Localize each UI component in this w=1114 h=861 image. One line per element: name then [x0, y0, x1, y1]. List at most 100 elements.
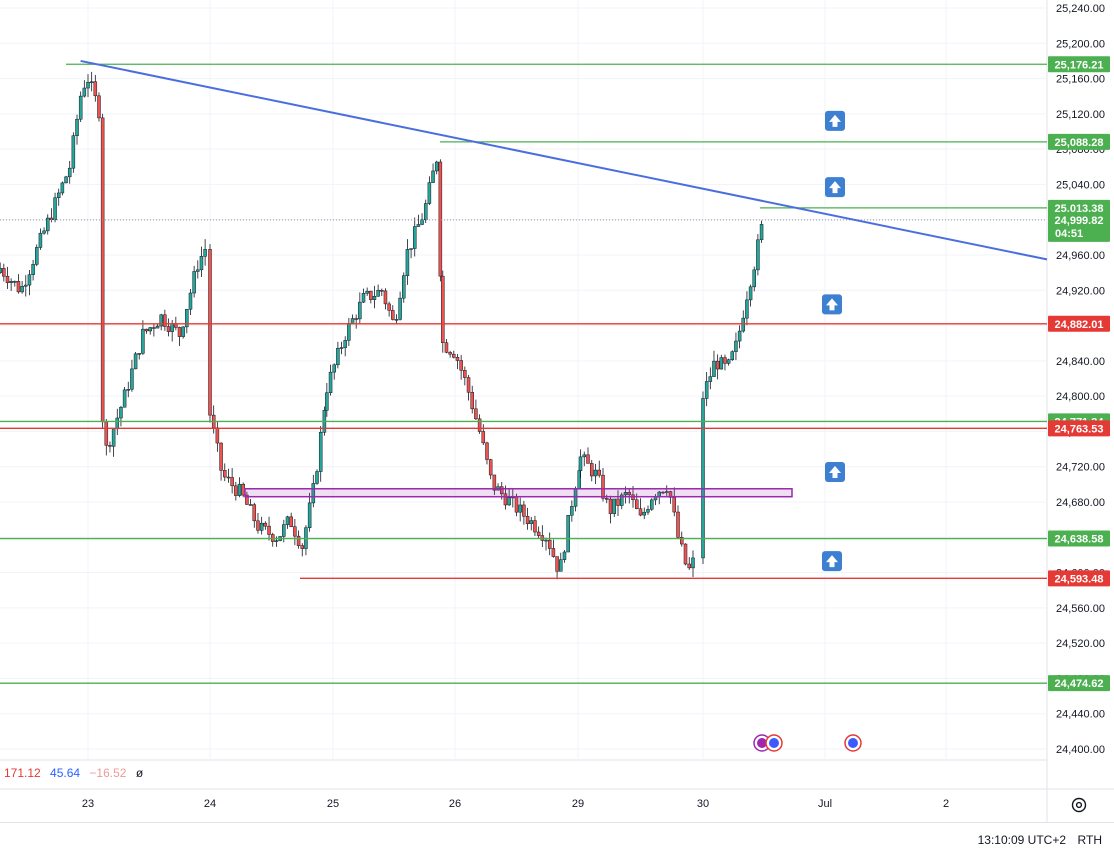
candle-body — [354, 318, 358, 320]
arrow-glyph — [826, 298, 838, 311]
candle-body — [343, 340, 347, 348]
candle-body — [623, 492, 628, 496]
candle-body — [325, 392, 329, 411]
price-level-tag — [1048, 570, 1110, 587]
candle-body — [620, 494, 624, 506]
price-level-tag — [1048, 530, 1110, 547]
candle-body — [559, 559, 563, 572]
candle-body — [518, 504, 522, 513]
candle-body — [196, 269, 200, 272]
candle-body — [53, 197, 57, 221]
candle-body — [252, 504, 257, 522]
candle-body — [612, 498, 616, 514]
candle-body — [586, 454, 590, 464]
candle-body — [676, 511, 680, 538]
candle-body — [192, 271, 196, 294]
globe-icon — [765, 734, 783, 752]
candle-body — [431, 170, 435, 183]
price-tick-label: 24,840.00 — [1056, 356, 1105, 368]
candle-body — [282, 524, 286, 537]
candle-body — [71, 135, 76, 169]
candle-body — [311, 483, 316, 504]
session-button[interactable]: RTH — [1077, 833, 1102, 847]
candle-body — [328, 371, 333, 393]
price-level-tag-label: 24,593.48 — [1055, 573, 1104, 585]
candle-body — [444, 342, 449, 353]
price-tick-label: 24,680.00 — [1056, 497, 1105, 509]
candle-body — [708, 376, 713, 382]
price-axis[interactable]: 25,240.00 25,200.00 25,160.00 25,120.00 25,0… — [1056, 3, 1105, 756]
gear-icon[interactable] — [1070, 796, 1088, 814]
trendline — [80, 59, 1048, 261]
price-level-tag — [1048, 56, 1110, 73]
price-level-tag — [1048, 675, 1110, 692]
candle-body — [67, 167, 72, 178]
candle-body — [185, 309, 189, 328]
price-tick-label: 24,800.00 — [1056, 391, 1105, 403]
candle-body — [56, 192, 61, 198]
candle-body — [737, 330, 742, 342]
candle-body — [582, 454, 586, 458]
candle-body — [339, 347, 344, 349]
candle-body — [383, 290, 388, 305]
candle-body — [734, 340, 738, 352]
time-tick-label: 24 — [204, 798, 216, 810]
candle-body — [289, 516, 293, 527]
candle-body — [661, 491, 665, 494]
candle-body — [263, 522, 268, 527]
candle-body — [27, 274, 32, 286]
candle-body — [256, 520, 260, 531]
countdown-label: 04:51 — [1055, 228, 1083, 240]
candle-body — [35, 247, 39, 265]
chart-canvas[interactable]: 25,240.00 25,200.00 25,160.00 25,120.00 25,0… — [0, 0, 1114, 822]
indicator-value-4: ø — [135, 766, 144, 780]
candle-body — [181, 326, 185, 337]
candle-body — [2, 268, 6, 277]
candle-body — [307, 502, 312, 528]
price-tick-label: 24,720.00 — [1056, 462, 1105, 474]
price-level-tag-label: 24,474.62 — [1055, 678, 1104, 690]
price-tick-label: 25,200.00 — [1056, 38, 1105, 50]
candle-body — [570, 506, 574, 516]
candle-body — [562, 551, 567, 560]
candle-body — [100, 117, 105, 423]
candle-body — [499, 486, 504, 495]
up-arrow-icon — [825, 110, 845, 131]
time-tick-label: 26 — [449, 798, 461, 810]
candle-body — [16, 281, 21, 293]
candle-body — [387, 303, 391, 311]
candle-body — [416, 224, 421, 227]
price-tick-label: 24,520.00 — [1056, 638, 1105, 650]
candle-body — [126, 389, 131, 391]
candle-body — [752, 269, 756, 288]
candle-body — [507, 497, 511, 506]
candle-body — [605, 498, 609, 500]
arrow-glyph — [829, 181, 841, 194]
time-tick-label: 2 — [943, 798, 949, 810]
candle-body — [533, 520, 537, 533]
candle-body — [427, 182, 432, 204]
candle-body — [93, 81, 98, 97]
candle-body — [704, 381, 709, 399]
time-tick-label: 23 — [82, 798, 94, 810]
event-dot — [848, 738, 858, 748]
candle-body — [104, 421, 109, 446]
candle-body — [219, 442, 223, 471]
time-axis[interactable]: 23 24 25 26 29 30 Jul 2 — [82, 798, 949, 810]
overlays — [80, 59, 1048, 752]
time-tick-label: 25 — [327, 798, 339, 810]
candle-body — [555, 556, 559, 572]
candle-body — [13, 281, 17, 283]
candle-body — [336, 347, 340, 366]
candle-body — [616, 498, 620, 506]
price-tick-label: 24,960.00 — [1056, 250, 1105, 262]
candle-body — [347, 323, 351, 341]
candle-body — [332, 364, 336, 373]
up-arrow-icon — [825, 462, 845, 483]
candle-body — [0, 268, 2, 273]
candle-body — [86, 81, 90, 89]
candle-body — [315, 471, 319, 484]
candle-body — [593, 469, 598, 477]
candle-body — [635, 499, 639, 509]
candle-body — [608, 498, 613, 514]
